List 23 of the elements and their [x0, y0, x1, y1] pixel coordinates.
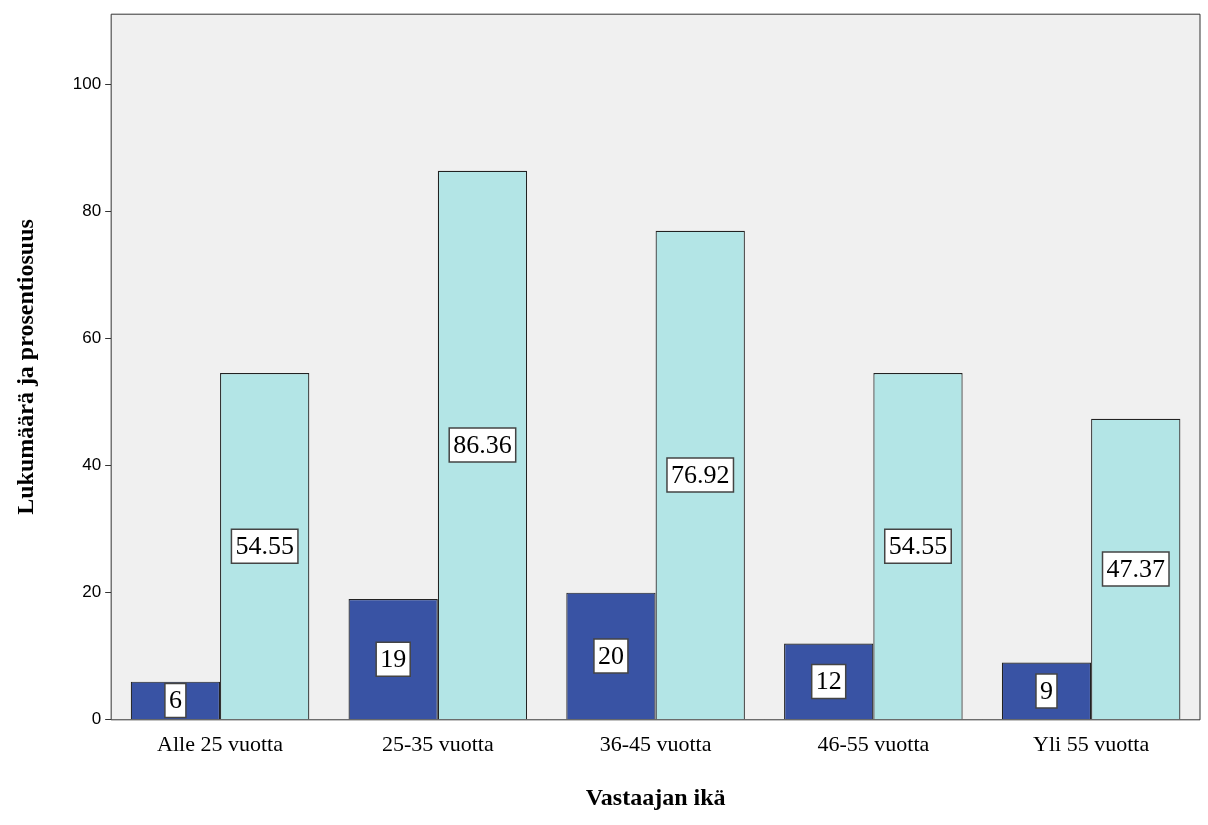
- data-label: 54.55: [235, 531, 294, 560]
- data-label: 12: [815, 666, 842, 696]
- data-label: 19: [380, 643, 407, 673]
- x-tick-label: 46-55 vuotta: [817, 730, 930, 756]
- y-tick-label: 40: [82, 455, 102, 475]
- x-axis-title: Vastaajan ikä: [585, 783, 726, 810]
- data-label: 9: [1039, 675, 1053, 705]
- data-label: 6: [168, 685, 182, 715]
- data-label: 86.36: [453, 429, 512, 459]
- y-axis-title: Lukumäärä ja prosentiosuus: [11, 219, 38, 515]
- y-tick-label: 20: [82, 582, 102, 602]
- x-tick-label: Alle 25 vuotta: [157, 730, 284, 756]
- y-tick-label: 0: [91, 709, 102, 729]
- data-label: 76.92: [670, 459, 730, 489]
- y-tick-label: 60: [82, 328, 102, 348]
- y-tick-label: 80: [82, 200, 102, 220]
- x-tick-label: Yli 55 vuotta: [1033, 730, 1150, 756]
- data-label: 20: [597, 640, 624, 670]
- x-tick-label: 36-45 vuotta: [599, 730, 712, 756]
- x-tick-label: 25-35 vuotta: [381, 730, 494, 756]
- y-tick-label: 100: [72, 73, 102, 93]
- data-label: 47.37: [1106, 553, 1166, 583]
- data-label: 54.55: [888, 531, 948, 560]
